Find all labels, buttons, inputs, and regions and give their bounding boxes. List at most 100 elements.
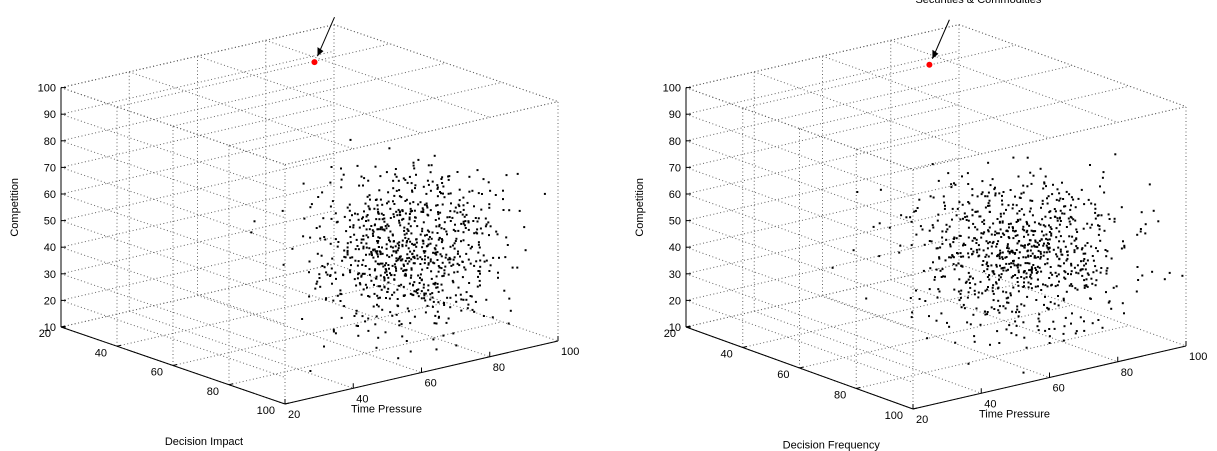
data-point bbox=[1001, 258, 1004, 260]
data-point bbox=[1001, 221, 1004, 224]
data-point bbox=[1075, 245, 1078, 248]
data-point bbox=[968, 202, 971, 205]
z-axis-title: Competition bbox=[634, 178, 646, 237]
data-point bbox=[474, 217, 477, 219]
data-point bbox=[344, 256, 347, 259]
gridline-top-y bbox=[742, 44, 1016, 109]
data-point bbox=[990, 252, 993, 255]
data-point bbox=[1001, 256, 1004, 259]
data-point bbox=[1113, 217, 1116, 220]
data-point bbox=[1070, 262, 1073, 265]
data-point bbox=[1016, 242, 1019, 245]
data-point bbox=[508, 297, 511, 300]
data-point bbox=[1039, 223, 1042, 226]
data-point bbox=[468, 190, 471, 193]
data-point bbox=[1042, 234, 1045, 237]
data-point bbox=[364, 320, 367, 323]
data-point bbox=[406, 307, 409, 310]
data-point bbox=[1069, 215, 1072, 218]
data-point bbox=[464, 268, 467, 271]
data-point bbox=[950, 183, 953, 186]
data-point bbox=[376, 250, 379, 253]
data-point bbox=[456, 211, 459, 214]
y-tick bbox=[912, 407, 918, 410]
gridline-top-x bbox=[333, 24, 559, 103]
data-point bbox=[421, 230, 424, 233]
data-point bbox=[429, 293, 432, 296]
data-point bbox=[1094, 207, 1097, 210]
data-point bbox=[395, 251, 398, 254]
data-point bbox=[449, 296, 452, 299]
data-point bbox=[363, 272, 366, 275]
data-point bbox=[955, 264, 958, 267]
data-point bbox=[477, 192, 480, 195]
data-point bbox=[909, 216, 912, 219]
data-point bbox=[1038, 239, 1041, 242]
data-point bbox=[393, 215, 396, 218]
data-point bbox=[1086, 242, 1089, 244]
data-point bbox=[435, 253, 438, 256]
data-point bbox=[408, 282, 411, 285]
data-point bbox=[516, 172, 519, 175]
data-point bbox=[1028, 262, 1031, 265]
data-point bbox=[357, 248, 360, 251]
data-point bbox=[456, 262, 459, 265]
data-point bbox=[969, 275, 972, 278]
data-point bbox=[1012, 229, 1014, 232]
z-axis-title: Competition bbox=[9, 178, 21, 237]
data-point bbox=[458, 188, 461, 191]
data-point bbox=[1045, 185, 1047, 188]
data-point bbox=[353, 278, 356, 281]
data-point bbox=[1022, 371, 1025, 374]
data-point bbox=[1073, 239, 1076, 242]
data-point bbox=[374, 260, 377, 263]
data-point bbox=[1044, 225, 1047, 228]
data-point bbox=[1074, 332, 1077, 335]
data-point bbox=[1035, 245, 1038, 248]
data-point bbox=[367, 205, 370, 208]
data-point bbox=[392, 179, 395, 182]
data-point bbox=[1026, 262, 1029, 265]
data-point bbox=[445, 321, 448, 324]
data-point bbox=[922, 269, 925, 272]
data-point bbox=[1048, 342, 1051, 344]
data-point bbox=[1014, 195, 1016, 198]
data-point bbox=[368, 295, 371, 298]
data-point bbox=[331, 282, 333, 285]
data-point bbox=[856, 191, 859, 193]
data-point bbox=[1068, 220, 1071, 223]
data-point bbox=[361, 217, 363, 220]
data-point bbox=[367, 179, 370, 182]
data-point bbox=[413, 281, 416, 284]
data-point bbox=[993, 273, 996, 276]
data-point bbox=[357, 325, 359, 327]
data-point bbox=[959, 292, 962, 295]
data-point bbox=[956, 252, 959, 255]
data-point bbox=[1044, 175, 1047, 178]
data-point bbox=[974, 283, 977, 286]
data-point bbox=[978, 248, 981, 251]
data-point bbox=[356, 277, 359, 280]
data-point bbox=[381, 218, 384, 221]
data-point bbox=[1002, 305, 1005, 308]
data-point bbox=[452, 244, 454, 247]
data-point bbox=[413, 315, 416, 318]
data-point bbox=[1005, 328, 1008, 331]
data-point bbox=[431, 292, 434, 295]
data-point bbox=[1046, 285, 1049, 288]
data-point bbox=[1096, 250, 1099, 253]
data-point bbox=[1034, 230, 1037, 233]
data-point bbox=[379, 296, 381, 299]
data-point bbox=[433, 154, 436, 157]
data-point bbox=[485, 223, 488, 226]
data-point bbox=[945, 230, 948, 233]
data-point bbox=[1086, 272, 1089, 275]
gridline-left-z bbox=[685, 299, 914, 383]
data-point bbox=[408, 213, 411, 215]
data-point bbox=[1099, 271, 1102, 274]
data-point bbox=[971, 239, 974, 242]
data-point bbox=[1108, 300, 1111, 303]
data-point bbox=[980, 232, 983, 235]
data-point bbox=[433, 262, 436, 265]
